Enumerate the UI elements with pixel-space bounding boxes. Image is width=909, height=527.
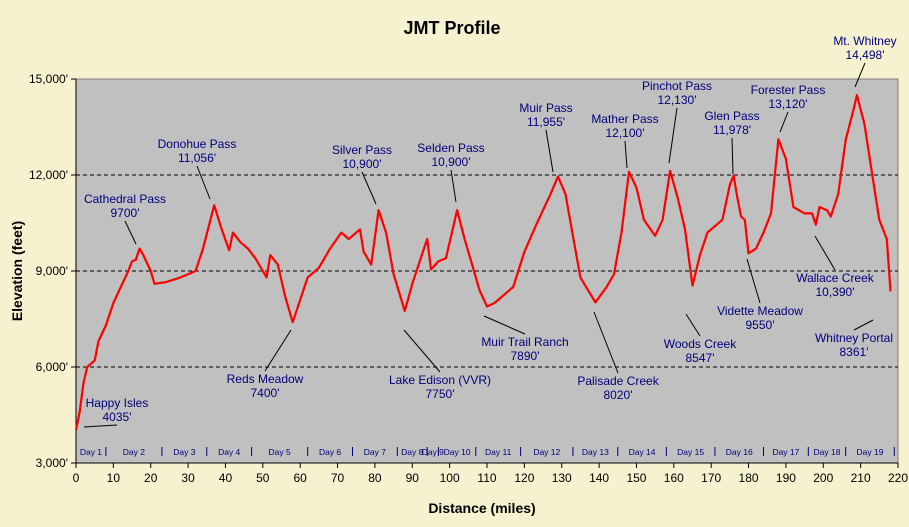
x-tick-label: 220 xyxy=(888,471,908,485)
annotation-selden-pass: Selden Pass 10,900' xyxy=(417,141,484,169)
annotation-forester-pass: Forester Pass 13,120' xyxy=(751,83,826,111)
annotation-wallace-creek: Wallace Creek 10,390' xyxy=(796,271,875,299)
x-tick-label: 190 xyxy=(776,471,796,485)
annotation-woods-creek: Woods Creek 8547' xyxy=(664,337,737,365)
x-tick-label: 20 xyxy=(144,471,158,485)
x-tick-label: 50 xyxy=(256,471,270,485)
annotation-muir-trail-ranch: Muir Trail Ranch 7890' xyxy=(481,335,568,363)
day-label: Day 1 xyxy=(80,447,102,457)
day-label: Day 10 xyxy=(444,447,471,457)
annotation-leader-line xyxy=(124,220,137,245)
x-tick-label: 60 xyxy=(294,471,308,485)
annotation-leader-line xyxy=(685,313,701,337)
x-tick-label: 120 xyxy=(514,471,534,485)
annotation-silver-pass: Silver Pass 10,900' xyxy=(332,143,392,171)
annotation-muir-pass: Muir Pass 11,955' xyxy=(519,101,572,129)
x-tick-label: 40 xyxy=(219,471,233,485)
x-tick-label: 70 xyxy=(331,471,345,485)
x-tick-label: 200 xyxy=(813,471,833,485)
day-label: Day 3 xyxy=(173,447,195,457)
annotation-vidette-meadow: Vidette Meadow 9550' xyxy=(717,304,803,332)
day-label: Day 7 xyxy=(364,447,386,457)
x-tick-label: 210 xyxy=(851,471,871,485)
annotation-glen-pass: Glen Pass 11,978' xyxy=(704,109,759,137)
annotations: Happy Isles 4035' Cathedral Pass 9700' Donoh… xyxy=(83,34,897,428)
x-tick-label: 80 xyxy=(368,471,382,485)
day-label: Day 4 xyxy=(218,447,240,457)
annotation-whitney-portal: Whitney Portal 8361' xyxy=(815,331,893,359)
day-label: Day 14 xyxy=(629,447,656,457)
chart-title: JMT Profile xyxy=(403,18,500,38)
day-label: Day 18 xyxy=(814,447,841,457)
x-tick-label: 100 xyxy=(440,471,460,485)
annotation-leader-line xyxy=(624,140,628,169)
y-axis-label: Elevation (feet) xyxy=(9,221,25,321)
x-tick-label: 110 xyxy=(477,471,496,485)
annotation-leader-line xyxy=(196,165,211,200)
annotation-palisade-creek: Palisade Creek 8020' xyxy=(577,374,659,402)
day-label: Day 13 xyxy=(582,447,609,457)
annotation-mather-pass: Mather Pass 12,100' xyxy=(591,112,658,140)
annotation-happy-isles: Happy Isles 4035' xyxy=(86,396,149,424)
x-tick-label: 150 xyxy=(626,471,646,485)
annotation-leader-line xyxy=(83,424,118,428)
day-label: Day 16 xyxy=(726,447,753,457)
annotation-leader-line xyxy=(814,235,836,271)
annotation-leader-line xyxy=(593,311,619,374)
day-label: Day 5 xyxy=(269,447,291,457)
day-label: Day 19 xyxy=(857,447,884,457)
day-label: Day 8 xyxy=(401,447,423,457)
annotation-cathedral-pass: Cathedral Pass 9700' xyxy=(84,192,166,220)
day-label: Day 9 xyxy=(422,447,444,457)
x-axis-label: Distance (miles) xyxy=(428,500,535,516)
x-tick-label: 10 xyxy=(107,471,121,485)
day-label: Day 15 xyxy=(677,447,704,457)
y-tick-label: 12,000' xyxy=(29,168,68,182)
x-tick-label: 0 xyxy=(73,471,80,485)
annotation-leader-line xyxy=(450,169,457,203)
x-tick-label: 90 xyxy=(406,471,420,485)
x-tick-label: 30 xyxy=(181,471,195,485)
series-line-elevation xyxy=(74,94,892,431)
axes: 3,000' 6,000' 9,000' 12,000' 15,000' 0 10 20 30 4… xyxy=(29,72,908,485)
annotation-leader-line xyxy=(779,111,789,133)
x-tick-label: 140 xyxy=(589,471,609,485)
day-label: Day 11 xyxy=(485,447,512,457)
day-label: Day 6 xyxy=(319,447,341,457)
annotation-leader-line xyxy=(264,329,292,372)
annotation-reds-meadow: Reds Meadow 7400' xyxy=(227,372,304,400)
x-tick-label: 160 xyxy=(664,471,684,485)
x-tick-label: 180 xyxy=(739,471,759,485)
day-label: Day 12 xyxy=(533,447,560,457)
y-tick-label: 15,000' xyxy=(29,72,68,86)
day-segments: Day 1 Day 2 Day 3 Day 4 Day 5 Day 6 Day 7 Day 8… xyxy=(80,447,895,457)
gridlines xyxy=(76,174,898,368)
series xyxy=(74,94,892,431)
annotation-leader-line xyxy=(483,315,526,335)
annotation-donohue-pass: Donohue Pass 11,056' xyxy=(158,137,237,165)
annotation-pinchot-pass: Pinchot Pass 12,130' xyxy=(642,79,712,107)
annotation-leader-line xyxy=(403,329,441,373)
annotation-leader-line xyxy=(854,62,866,88)
y-tick-label: 3,000' xyxy=(36,456,68,470)
annotation-leader-line xyxy=(853,319,874,331)
annotation-leader-line xyxy=(746,258,761,304)
day-label: Day 2 xyxy=(123,447,145,457)
x-tick-label: 170 xyxy=(701,471,721,485)
annotation-mt-whitney: Mt. Whitney 14,498' xyxy=(833,34,896,62)
y-tick-label: 9,000' xyxy=(36,264,68,278)
x-tick-label: 130 xyxy=(552,471,572,485)
annotation-leader-line xyxy=(731,137,734,175)
annotation-leader-line xyxy=(361,171,377,205)
y-tick-label: 6,000' xyxy=(36,360,68,374)
annotation-leader-line xyxy=(545,129,554,173)
day-label: Day 17 xyxy=(772,447,799,457)
annotation-lake-edison: Lake Edison (VVR) 7750' xyxy=(389,373,491,401)
annotation-leader-line xyxy=(668,107,678,164)
